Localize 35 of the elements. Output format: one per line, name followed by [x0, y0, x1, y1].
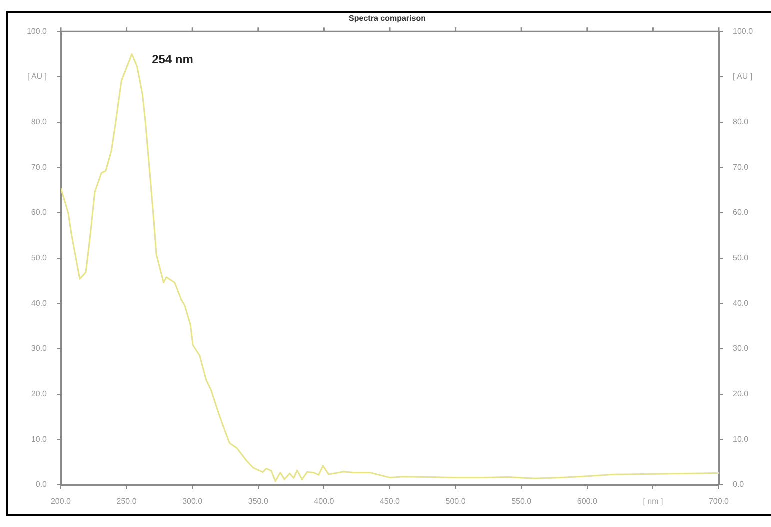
y-tick-label: 40.0 [31, 298, 48, 308]
x-tick-label: 300.0 [182, 497, 204, 506]
y-tick-label: 50.0 [31, 254, 48, 263]
y2-tick-label: 100.0 [733, 26, 754, 36]
y-tick-label: 20.0 [31, 390, 48, 399]
y2-tick-label: 50.0 [733, 254, 750, 263]
y2-tick-label: 30.0 [733, 344, 750, 354]
y2-tick-label: 70.0 [733, 162, 750, 172]
annotation: 254 nm [152, 52, 194, 67]
y-tick-label: 60.0 [31, 208, 48, 218]
x-tick-label: 450.0 [380, 497, 401, 506]
x-tick-label: 400.0 [314, 497, 335, 506]
y-tick-label: [ AU ] [27, 72, 47, 82]
y2-tick-label: 80.0 [733, 117, 750, 126]
y2-tick-label: 10.0 [733, 434, 750, 444]
x-tick-label: 200.0 [50, 497, 72, 506]
y2-tick-label: 40.0 [733, 298, 750, 308]
x-tick-label: 700.0 [708, 497, 730, 506]
y2-tick-label: 60.0 [733, 208, 750, 218]
x-tick-label: 250.0 [116, 497, 138, 506]
y-tick-label: 80.0 [31, 117, 48, 126]
chart-title: Spectra comparison [349, 14, 426, 24]
x-tick-label: 500.0 [446, 497, 466, 506]
y-tick-label: 10.0 [31, 434, 48, 444]
y2-tick-label: [ AU ] [733, 72, 753, 82]
y-tick-label: 0.0 [36, 480, 48, 490]
y2-tick-label: 20.0 [733, 390, 750, 399]
y-tick-label: 30.0 [31, 344, 48, 354]
y-tick-label: 100.0 [26, 26, 48, 36]
x-tick-label: 350.0 [248, 497, 269, 506]
y-tick-label: 70.0 [31, 162, 48, 172]
x-tick-label: 600.0 [577, 497, 598, 506]
x-tick-label: [ nm ] [643, 497, 664, 506]
y2-tick-label: 0.0 [733, 480, 745, 490]
x-tick-label: 550.0 [512, 497, 532, 506]
